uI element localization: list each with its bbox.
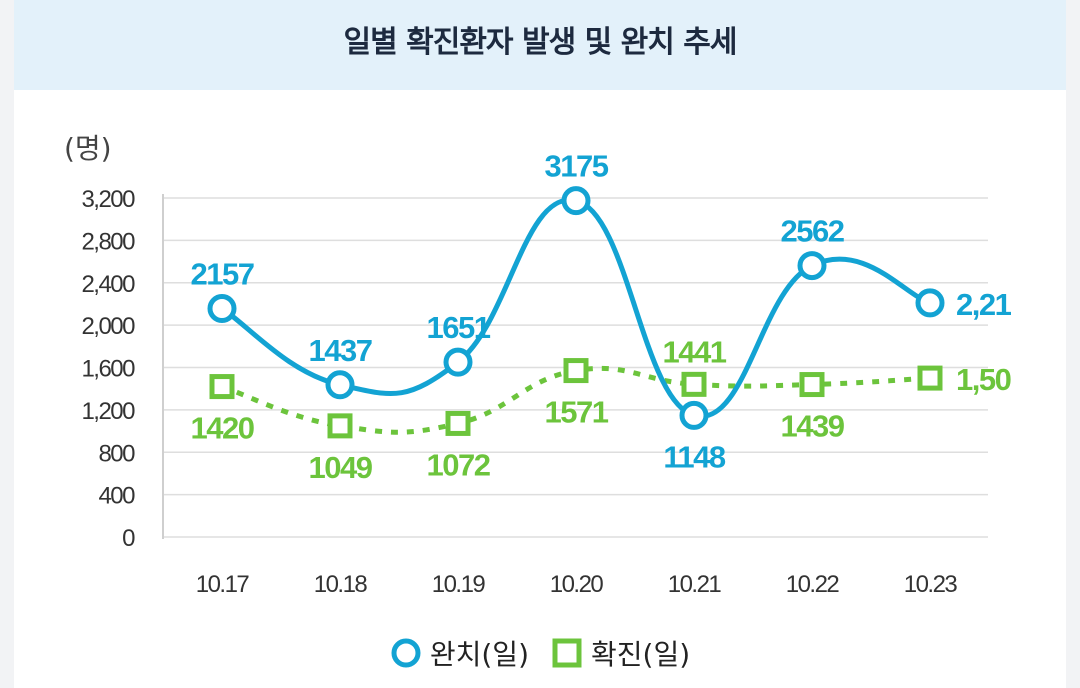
data-label-recovered: 3175 [545,149,609,184]
data-label-confirmed: 1049 [309,450,373,485]
data-point-confirmed [681,371,707,397]
data-label-recovered: 1437 [309,333,372,368]
data-label-recovered: 2,21 [956,287,1012,322]
x-tick-label: 10.21 [668,571,722,598]
y-tick-label: 0 [122,525,135,552]
x-tick-label: 10.23 [904,571,958,598]
data-point-confirmed [563,358,589,384]
data-point-confirmed [799,372,825,398]
chart-card: 일별 확진환자 발생 및 완치 추세 [14,0,1066,688]
legend-item-confirmed: 확진(일) [551,633,690,673]
data-point-recovered [797,251,827,281]
legend-item-recovered: 완치(일) [390,633,529,673]
y-tick-label: 400 [98,483,135,510]
data-label-recovered: 2562 [781,214,844,249]
x-tick-label: 10.17 [196,571,250,598]
chart-header: 일별 확진환자 발생 및 완치 추세 [14,0,1066,90]
data-point-recovered [679,400,709,430]
y-tick-label: 2,400 [81,271,135,298]
y-tick-label: 2,800 [81,228,135,255]
y-axis-unit-label: (명) [64,132,112,165]
data-label-confirmed: 1,50 [956,362,1011,397]
data-point-recovered [207,293,237,323]
y-tick-label: 1,200 [81,398,135,425]
legend-label-confirmed: 확진(일) [591,638,691,671]
y-tick-label: 1,600 [81,356,135,383]
y-tick-label: 2,000 [81,313,135,340]
data-point-confirmed [917,365,943,391]
data-label-confirmed: 1420 [191,411,254,446]
data-label-confirmed: 1441 [663,334,727,369]
y-tick-label: 800 [98,440,135,467]
data-point-recovered [561,186,591,216]
data-label-recovered: 1651 [427,310,491,345]
data-point-confirmed [327,413,353,439]
data-point-recovered [443,347,473,377]
square-marker-icon [552,638,582,668]
data-point-recovered [325,370,355,400]
chart-legend: 완치(일) 확진(일) [0,628,1080,678]
chart-title: 일별 확진환자 발생 및 완치 추세 [343,25,737,60]
x-tick-label: 10.18 [314,571,368,598]
data-label-recovered: 1148 [663,439,726,474]
data-point-recovered [915,288,945,318]
data-label-confirmed: 1571 [545,395,609,430]
data-label-confirmed: 1439 [781,409,845,444]
data-point-confirmed [209,374,235,400]
y-tick-label: 3,200 [81,186,135,213]
data-label-recovered: 2157 [191,256,254,291]
data-point-confirmed [445,410,471,436]
circle-marker-icon [391,638,421,668]
x-tick-label: 10.22 [786,571,840,598]
legend-label-recovered: 완치(일) [429,638,529,671]
x-tick-label: 10.20 [550,571,604,598]
data-label-confirmed: 1072 [427,447,490,482]
x-tick-label: 10.19 [432,571,486,598]
